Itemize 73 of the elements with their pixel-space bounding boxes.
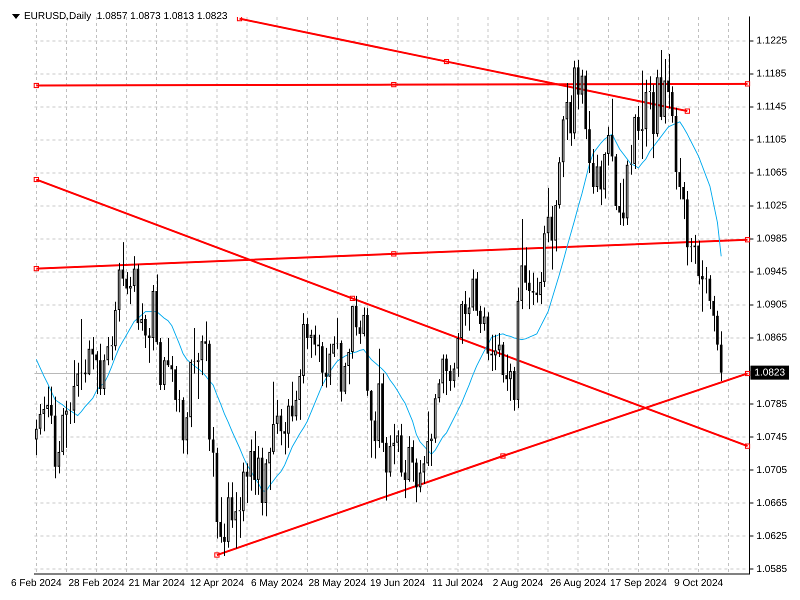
y-tick-label: 1.0945 [756, 266, 788, 278]
candlestick [313, 325, 316, 356]
y-tick-label: 1.1185 [756, 68, 787, 80]
y-tick-label: 1.0705 [756, 464, 788, 476]
y-tick-label: 1.0665 [756, 498, 788, 509]
y-tick-label: 1.1025 [756, 200, 788, 212]
point [34, 82, 39, 88]
point [444, 58, 450, 64]
x-tick-label: 9 Oct 2024 [674, 578, 724, 589]
y-tick-label: 1.1145 [756, 102, 787, 113]
y-tick-label: 1.1105 [756, 134, 787, 146]
point [236, 17, 242, 22]
chart-title: EURUSD,Daily 1.0857 1.0873 1.0813 1.0823 [24, 11, 228, 22]
x-tick-label: 6 Feb 2024 [11, 578, 62, 589]
candlestick [324, 347, 328, 388]
x-tick-label: 6 May 2024 [251, 578, 304, 589]
candlestick [535, 277, 538, 304]
y-tick-label: 1.1065 [756, 168, 788, 179]
point [391, 82, 396, 88]
y-tick-label: 1.1225 [756, 36, 788, 47]
candlestick [388, 434, 392, 478]
x-tick-label: 12 Apr 2024 [190, 578, 244, 589]
candlestick [276, 399, 278, 434]
y-tick-label: 1.0985 [756, 234, 788, 245]
x-tick-label: 19 Jun 2024 [370, 578, 426, 589]
candlestick [592, 148, 595, 194]
point [684, 108, 690, 114]
candlestick [118, 262, 120, 322]
point [744, 81, 750, 86]
candlestick [546, 187, 550, 243]
x-tick-label: 26 Aug 2024 [550, 578, 607, 589]
candlestick [34, 419, 38, 456]
point [744, 237, 750, 242]
candlestick [596, 154, 598, 192]
point [214, 552, 220, 558]
point [744, 443, 750, 449]
candlestick [226, 482, 230, 548]
point [34, 266, 39, 272]
y-tick-label: 1.0905 [756, 300, 788, 311]
candlestick [42, 396, 46, 432]
point [744, 370, 750, 376]
x-tick-label: 11 Jul 2024 [432, 578, 484, 589]
x-tick-label: 21 Mar 2024 [128, 578, 186, 589]
y-tick-label: 1.0745 [756, 432, 788, 443]
x-tick-label: 2 Aug 2024 [492, 578, 544, 589]
candlestick [445, 354, 448, 396]
x-tick-label: 28 May 2024 [308, 578, 367, 589]
point [391, 251, 396, 256]
y-tick-label: 1.0865 [756, 332, 788, 344]
point [34, 176, 39, 182]
x-tick-label: 28 Feb 2024 [68, 578, 126, 589]
x-tick-label: 17 Sep 2024 [610, 578, 668, 589]
ref-line-label: 1.0823 [754, 367, 786, 378]
candlestick [50, 386, 53, 424]
y-tick-label: 1.0785 [756, 398, 788, 410]
candlestick [234, 492, 238, 549]
candlestick [448, 364, 452, 392]
candlestick [494, 334, 497, 371]
y-tick-label: 1.0585 [756, 564, 788, 575]
candlestick [532, 272, 534, 306]
candlestick [640, 70, 644, 160]
point [350, 296, 356, 302]
candlestick [626, 160, 628, 226]
candlestick [253, 430, 256, 496]
candlestick [129, 276, 132, 305]
candlestick [38, 404, 42, 436]
candlestick [72, 360, 76, 424]
candlestick [656, 69, 659, 138]
candlestick [663, 58, 666, 124]
candlestick [328, 343, 332, 386]
candlestick [418, 460, 422, 493]
y-tick-label: 1.0625 [756, 530, 788, 542]
point [500, 453, 506, 459]
